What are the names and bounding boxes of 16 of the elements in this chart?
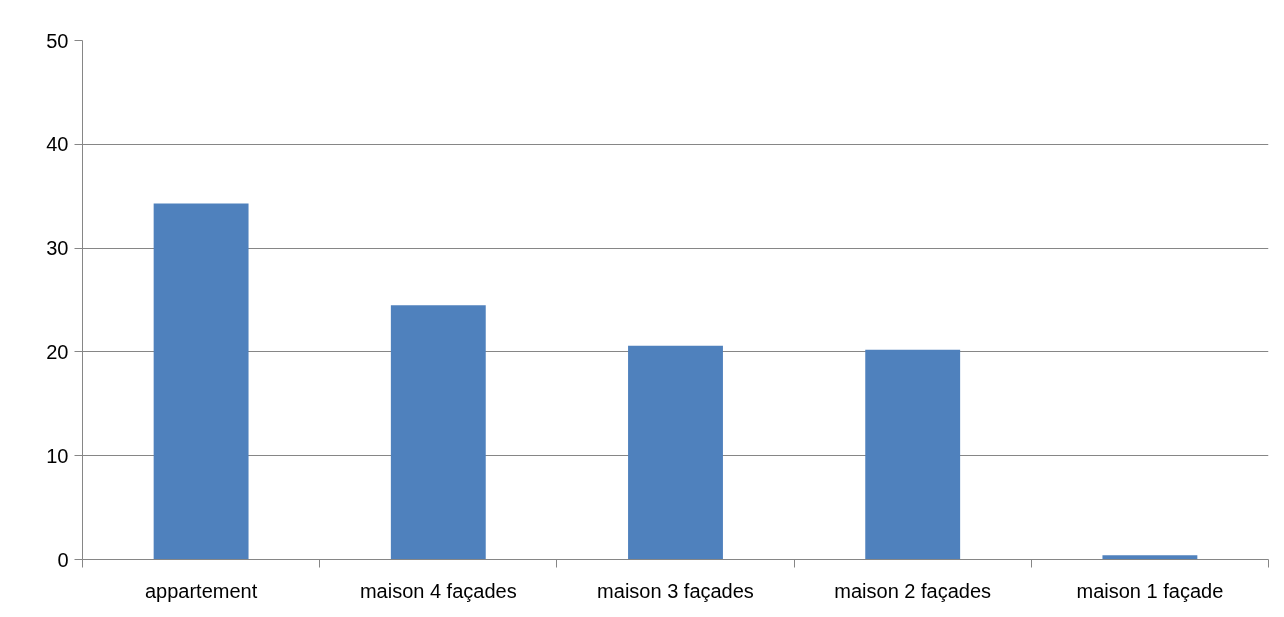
x-tick-label: maison 3 façades: [597, 579, 754, 602]
x-tick-label: maison 4 façades: [359, 579, 517, 602]
y-tick-label: 10: [46, 444, 69, 467]
y-tick-label: 20: [46, 340, 69, 363]
x-tick-label: maison 1 façade: [1076, 579, 1224, 602]
bar: [628, 345, 723, 560]
y-tick-label: 30: [46, 237, 69, 260]
bar: [865, 349, 961, 560]
bar: [390, 305, 486, 560]
y-tick-label: 40: [46, 133, 69, 156]
bar: [153, 203, 249, 560]
y-tick-label: 50: [46, 29, 69, 52]
x-tick-label: appartement: [144, 579, 258, 602]
bar: [1102, 555, 1198, 560]
y-tick-label: 0: [57, 548, 69, 571]
x-tick-label: maison 2 façades: [834, 579, 992, 602]
